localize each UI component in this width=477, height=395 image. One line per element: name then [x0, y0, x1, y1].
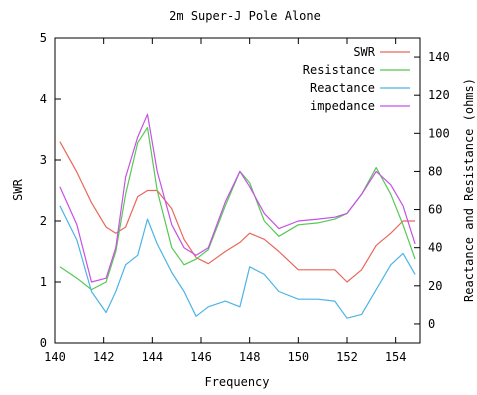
x-tick-label: 146 [190, 350, 212, 364]
x-tick-label: 148 [239, 350, 261, 364]
plot-frame [54, 37, 421, 344]
y2-axis-ticks: 0 20 40 60 80 100 120 140 [414, 50, 450, 331]
y-tick-label: 1 [40, 275, 47, 289]
series-line-resistance [59, 126, 416, 291]
y2-axis-label: Reactance and Resistance (ohms) [462, 78, 476, 302]
series-layer [59, 113, 416, 319]
x-tick-label: 152 [336, 350, 358, 364]
y-tick-label: 2 [40, 214, 47, 228]
y2-tick-label: 120 [428, 88, 450, 102]
x-tick-label: 150 [287, 350, 309, 364]
legend-label-swr: SWR [353, 45, 375, 59]
y-axis-ticks: 0 1 2 3 4 5 [40, 31, 61, 350]
y-axis-label: SWR [11, 178, 25, 200]
y-tick-label: 3 [40, 153, 47, 167]
y2-tick-label: 100 [428, 126, 450, 140]
y-tick-label: 5 [40, 31, 47, 45]
y-tick-label: 0 [40, 336, 47, 350]
y-tick-label: 4 [40, 92, 47, 106]
y2-tick-label: 80 [428, 164, 442, 178]
legend: SWR Resistance Reactance impedance [303, 45, 410, 113]
y2-tick-label: 60 [428, 203, 442, 217]
chart-title: 2m Super-J Pole Alone [169, 9, 321, 23]
x-tick-label: 144 [141, 350, 163, 364]
x-axis-label: Frequency [204, 375, 269, 389]
y2-tick-label: 20 [428, 279, 442, 293]
x-axis-ticks: 140 142 144 146 148 150 152 154 [44, 38, 407, 364]
x-tick-label: 154 [385, 350, 407, 364]
series-line-reactance [59, 205, 416, 319]
series-line-impedance [59, 113, 416, 283]
x-tick-label: 142 [93, 350, 115, 364]
y2-tick-label: 40 [428, 241, 442, 255]
y2-tick-label: 0 [428, 317, 435, 331]
y2-tick-label: 140 [428, 50, 450, 64]
legend-label-reactance: Reactance [310, 81, 375, 95]
legend-label-impedance: impedance [310, 99, 375, 113]
legend-label-resistance: Resistance [303, 63, 375, 77]
x-tick-label: 140 [44, 350, 66, 364]
